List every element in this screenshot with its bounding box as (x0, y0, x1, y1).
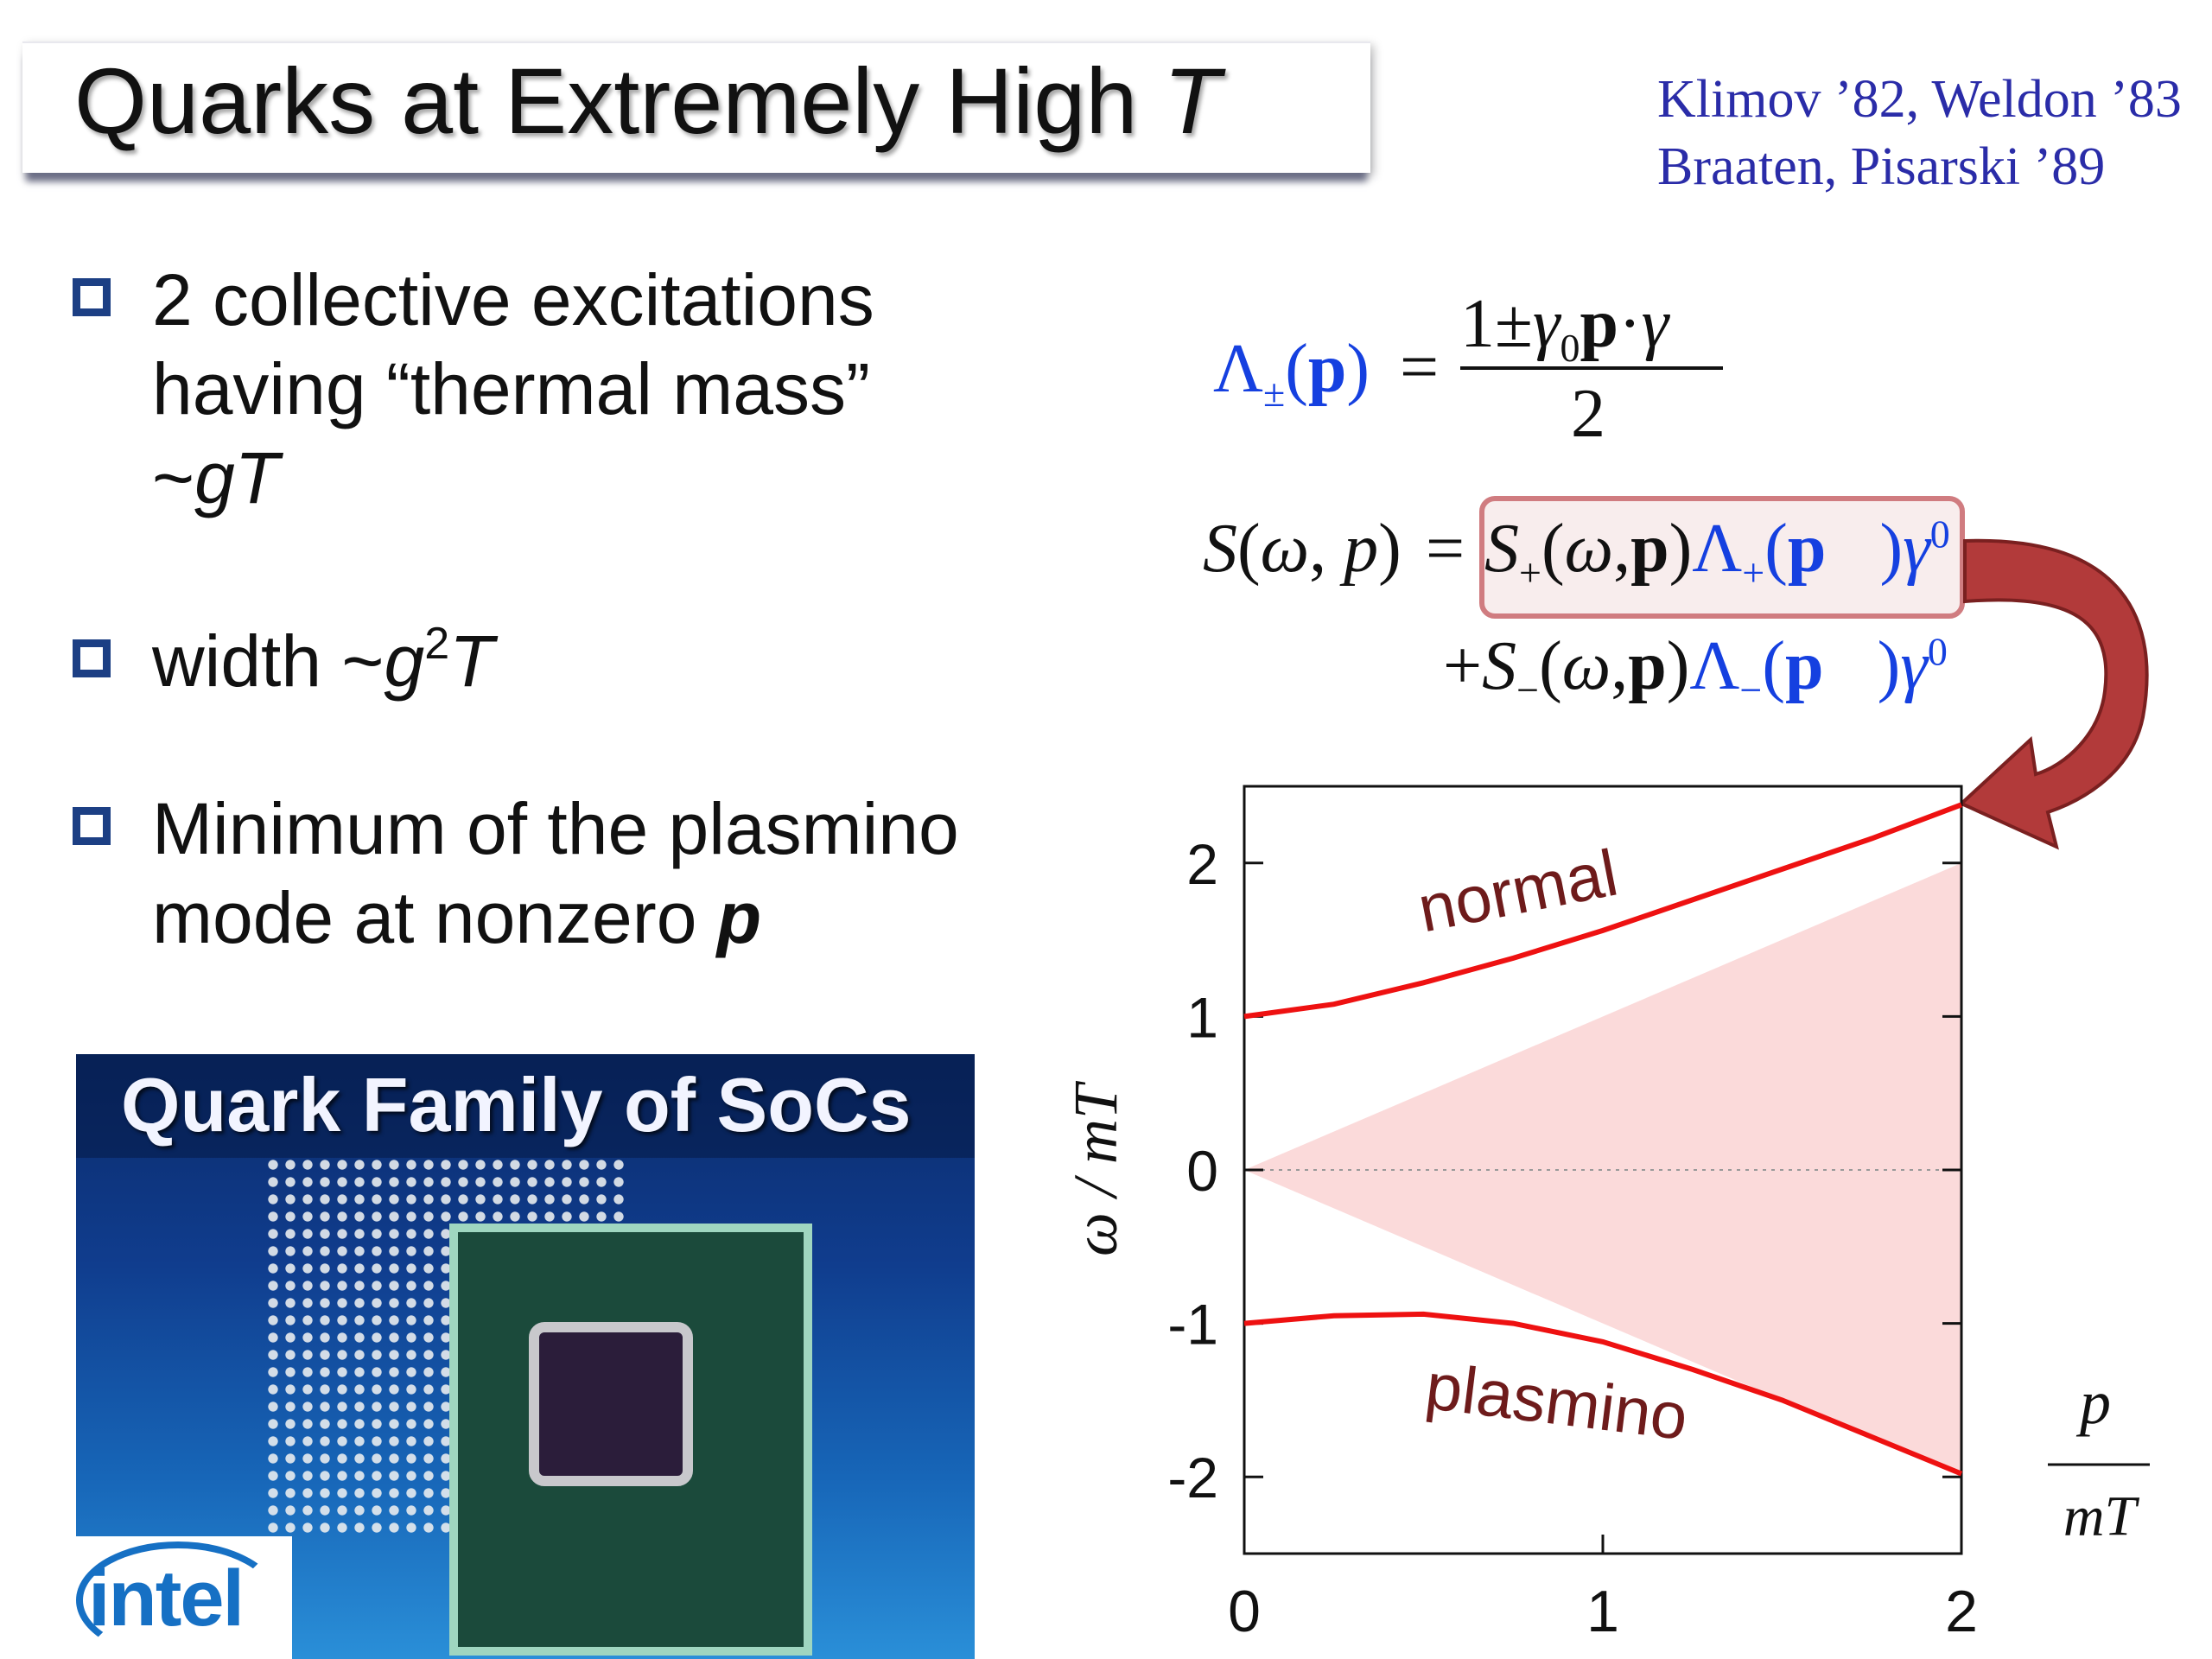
bullet-square-icon (73, 278, 111, 316)
photo-caption: Quark Family of SoCs (121, 1062, 912, 1147)
x-axis-label-denominator: mT (2063, 1485, 2140, 1548)
intel-logo-ring (76, 1541, 280, 1659)
formula-1-eq: = (1400, 329, 1440, 405)
x-axis-label-numerator: p (2075, 1368, 2111, 1437)
formula-2-lhs: S(ω, p) (1203, 511, 1402, 587)
formula-1-fraction-bar (1460, 366, 1723, 370)
y-tick-label: 1 (1186, 985, 1218, 1049)
bullet-square-icon (73, 807, 111, 845)
x-tick-label: 1 (1586, 1579, 1619, 1644)
bullet-3-line-2: mode at nonzero p (152, 874, 761, 963)
chip-die (529, 1322, 693, 1486)
bullet-2-text: width ~g2T (152, 617, 493, 706)
y-axis-label: ω / mT (1063, 1080, 1130, 1256)
chart-layer: 2 1 0 -1 -2 0 1 2 normal plasmino p mT ω / mT (1063, 785, 2150, 1644)
formula-1-numerator: 1±γ0p·γ⃗ (1460, 286, 1723, 370)
bullet-2-g: g (384, 620, 425, 702)
y-tick-label: -1 (1167, 1293, 1218, 1357)
x-tick-label: 0 (1228, 1579, 1261, 1644)
bullet-square-icon (73, 639, 111, 677)
series-line-normal (1243, 802, 1963, 1020)
slide-title-main: Quarks at Extremely High (74, 48, 1138, 153)
formula-2-eq: = (1426, 511, 1465, 587)
light-cone-region (1244, 862, 1961, 1478)
bullet-1-line-2: having “thermal mass” (152, 348, 870, 429)
reference-1: Klimov ’82, Weldon ’83 (1657, 70, 2182, 129)
formula-2-plus-term: S+(ω,p)Λ+(p⃗)γ0 (1484, 511, 1950, 594)
bullet-1-line-3: ~gT (152, 434, 279, 523)
y-tick-label: 0 (1186, 1139, 1218, 1203)
intel-logo: intel (76, 1536, 292, 1659)
formula-1-lhs: Λ±(p) (1213, 331, 1370, 415)
bullet-2-prefix: width ~ (152, 620, 385, 702)
slide-title-variable: T (1163, 48, 1221, 153)
bullet-1-gt: gT (194, 437, 280, 518)
bullet-2-T: T (449, 620, 494, 702)
bullet-1-line-1: 2 collective excitations (152, 259, 874, 340)
annotation-plasmino: plasmino (1421, 1350, 1691, 1454)
bullet-2-exponent: 2 (424, 619, 450, 669)
series-line-plasmino (1243, 1311, 1963, 1477)
y-tick-label: 2 (1186, 832, 1218, 896)
dispersion-chart: 2 1 0 -1 -2 0 1 2 normal plasmino p mT ω / mT (1063, 785, 2150, 1644)
bullet-3-line-1: Minimum of the plasmino (152, 788, 959, 869)
slide-title: Quarks at Extremely High T (74, 45, 1220, 157)
title-banner (22, 41, 1370, 173)
annotation-normal: normal (1413, 836, 1624, 947)
x-tick-label: 2 (1945, 1579, 1978, 1644)
reference-2: Braaten, Pisarski ’89 (1657, 137, 2106, 196)
formula-1-denominator: 2 (1571, 376, 1605, 452)
bullet-3-p: p (716, 877, 762, 958)
quark-soc-photo: Quark Family of SoCs (76, 1054, 975, 1659)
highlight-box (1479, 496, 1965, 619)
photo-caption-bar: Quark Family of SoCs (76, 1054, 975, 1158)
curved-arrow-icon (1958, 538, 2149, 850)
intel-logo-text: intel (88, 1554, 245, 1643)
y-tick-label: -2 (1167, 1446, 1218, 1510)
formula-2-minus-term: +S−(ω,p)Λ−(p⃗)γ0 (1443, 628, 1948, 712)
bullet-1-tilde: ~ (152, 437, 195, 518)
bullet-3-text: mode at nonzero (152, 877, 717, 958)
